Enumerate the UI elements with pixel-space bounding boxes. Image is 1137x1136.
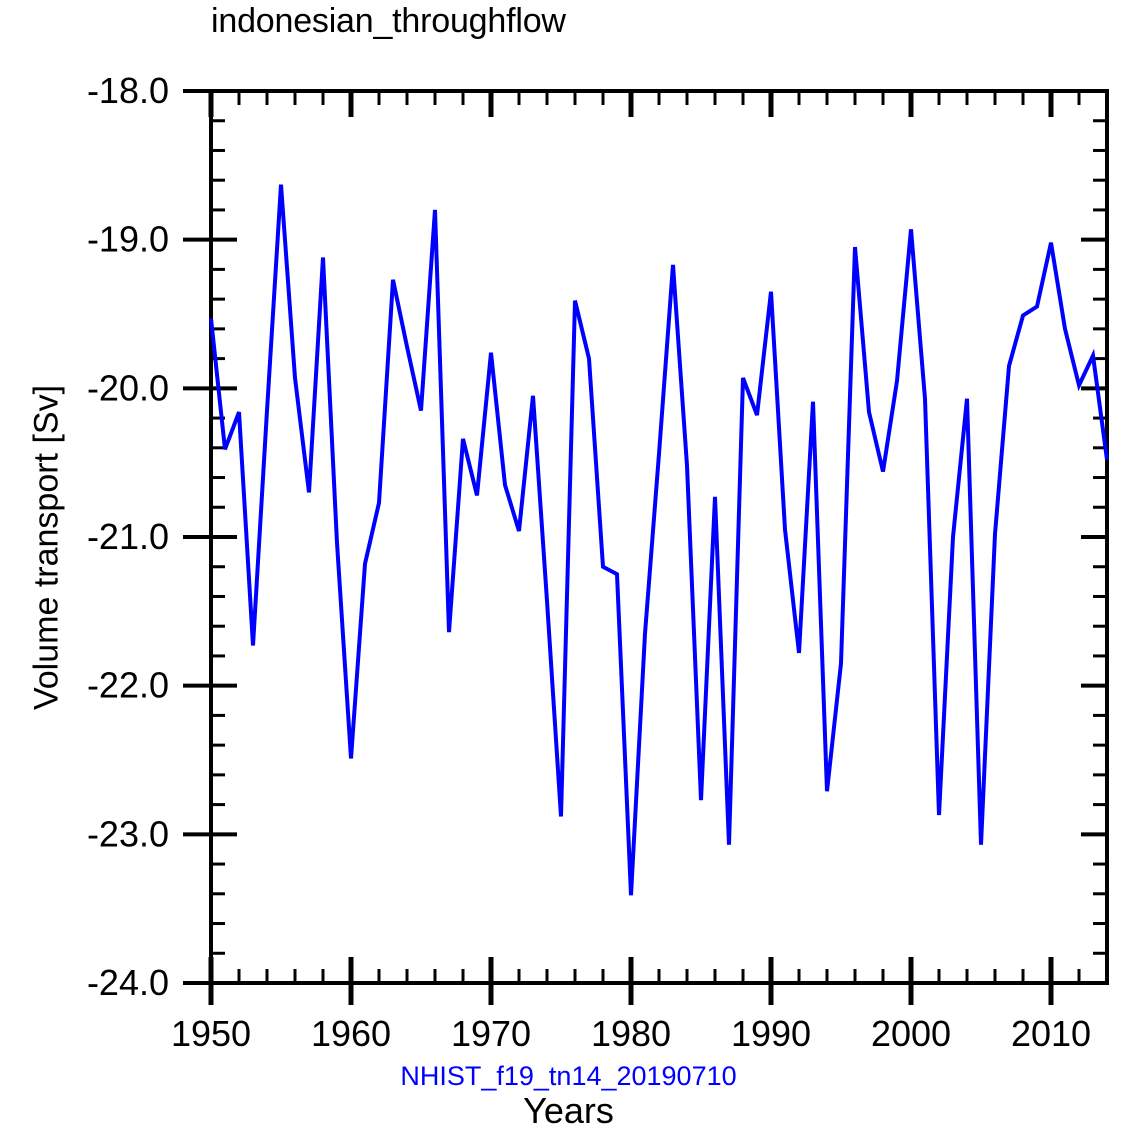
tick-labels: -18.0 -19.0 -20.0 -21.0 -22.0 -23.0 -24.0: [87, 70, 169, 1003]
x-tick-label: 2010: [1010, 1013, 1092, 1054]
series-annotation: NHIST_f19_tn14_20190710: [400, 1061, 737, 1091]
x-tick-label: 1990: [730, 1013, 812, 1054]
y-tick-label: -18.0: [87, 70, 169, 111]
x-tick-label: 1950: [170, 1013, 252, 1054]
x-tick-label: 2000: [870, 1013, 952, 1054]
y-tick-label: -23.0: [87, 813, 169, 854]
tick-marks: [183, 89, 1109, 1005]
y-axis-title: Volume transport [Sv]: [27, 384, 66, 711]
chart-title: indonesian_throughflow: [211, 2, 566, 40]
y-tick-label: -20.0: [87, 367, 169, 408]
x-tick-label: 1970: [450, 1013, 532, 1054]
x-tick-label: 1960: [310, 1013, 392, 1054]
y-tick-label: -21.0: [87, 516, 169, 557]
data-series-line: [209, 184, 1109, 896]
series-polyline: [209, 184, 1109, 896]
y-tick-label: -24.0: [87, 962, 169, 1003]
y-tick-label: -19.0: [87, 219, 169, 260]
x-axis-title: Years: [523, 1090, 614, 1131]
y-tick-label: -22.0: [87, 665, 169, 706]
x-tick-label: 1980: [590, 1013, 672, 1054]
